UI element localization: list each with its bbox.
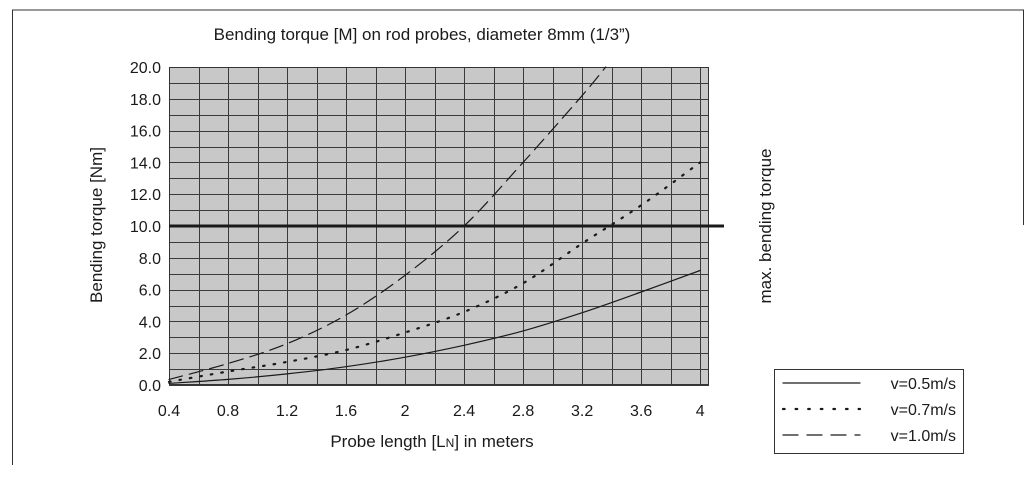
x-axis-label-rest: ] in meters: [454, 432, 533, 451]
y-tick-label: 6.0: [139, 283, 161, 300]
y-tick-label: 20.0: [130, 60, 161, 77]
legend-label-1: v=0.5m/s: [891, 376, 956, 393]
x-tick-label: 1.6: [335, 403, 357, 420]
y-tick-label: 10.0: [130, 219, 161, 236]
series-line-2: [167, 161, 702, 383]
y-tick-label: 2.0: [139, 346, 161, 363]
series-line-1: [168, 269, 701, 384]
x-tick-label: 3.6: [630, 403, 652, 420]
y-tick-label: 12.0: [130, 187, 161, 204]
x-tick-label: 4: [696, 403, 705, 420]
y-tick-label: 14.0: [130, 155, 161, 172]
reference-line-label: max. bending torque: [756, 149, 775, 304]
x-axis-label: Probe length [LN] in meters: [330, 432, 533, 451]
chart-title: Bending torque [M] on rod probes, diamet…: [214, 25, 631, 44]
legend-label-2: v=0.7m/s: [891, 402, 956, 419]
legend: v=0.5m/s v=0.7m/s v=1.0m/s: [774, 369, 964, 454]
x-tick-label: 0.8: [217, 403, 239, 420]
x-tick-label: 3.2: [571, 403, 593, 420]
x-tick-label: 2: [401, 403, 410, 420]
plot-area: 0.0 2.0 4.0 6.0 8.0 10.0 12.0 14.0 16.0 18.0 20.0 0…: [130, 60, 724, 420]
y-tick-label: 18.0: [130, 92, 161, 109]
x-tick-label: 2.8: [512, 403, 534, 420]
y-tick-label: 8.0: [139, 251, 161, 268]
x-axis-label-main: Probe length [L: [330, 432, 445, 451]
legend-label-3: v=1.0m/s: [891, 428, 956, 445]
series-line-3: [168, 66, 607, 380]
y-tick-label: 4.0: [139, 314, 161, 331]
y-axis-label: Bending torque [Nm]: [87, 147, 106, 303]
y-tick-label: 16.0: [130, 124, 161, 141]
x-tick-label: 1.2: [276, 403, 298, 420]
x-axis-label-subscript: N: [446, 436, 455, 450]
y-tick-label: 0.0: [139, 378, 161, 395]
x-tick-label: 0.4: [158, 403, 180, 420]
x-tick-label: 2.4: [453, 403, 475, 420]
